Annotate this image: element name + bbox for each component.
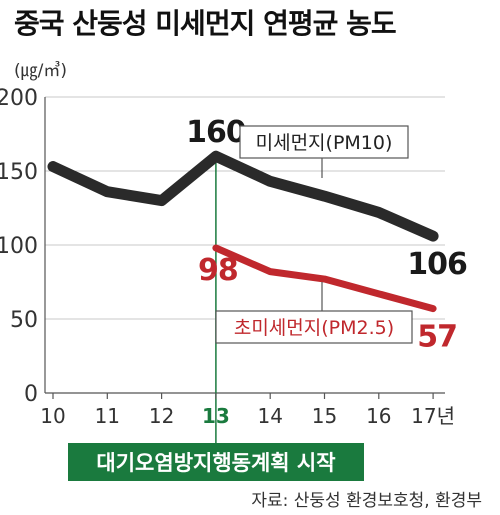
x-tick-label: 17년 bbox=[411, 404, 455, 428]
y-tick-label: 200 bbox=[0, 86, 38, 111]
x-tick-label: 15 bbox=[312, 404, 337, 428]
y-tick-label: 0 bbox=[24, 382, 38, 407]
policy-banner-text: 대기오염방지행동계획 시작 bbox=[96, 451, 335, 475]
policy-banner: 대기오염방지행동계획 시작 bbox=[68, 443, 364, 481]
legend-pm10: 미세먼지(PM10) bbox=[239, 125, 409, 178]
x-tick-label: 10 bbox=[40, 404, 65, 428]
data-label: 160 bbox=[186, 115, 246, 150]
y-tick-label: 50 bbox=[10, 308, 38, 333]
x-tick-label: 13 bbox=[202, 404, 230, 428]
data-label: 57 bbox=[417, 320, 457, 355]
x-tick-label: 12 bbox=[149, 404, 174, 428]
data-label-layer: 160 106 98 57 bbox=[186, 115, 468, 355]
legend-pm25: 초미세먼지(PM2.5) bbox=[215, 282, 413, 344]
series-layer bbox=[47, 150, 439, 313]
x-tick-label: 16 bbox=[366, 404, 391, 428]
legend-pm10-label: 미세먼지(PM10) bbox=[256, 132, 393, 154]
series-line-pm10 bbox=[47, 150, 439, 242]
grid-layer bbox=[44, 96, 445, 445]
y-tick-label: 100 bbox=[0, 234, 38, 259]
policy-banner-bg bbox=[68, 443, 364, 481]
x-tick-labels: 10 11 12 13 14 15 16 17년 bbox=[40, 404, 455, 428]
x-tick-label: 11 bbox=[95, 404, 120, 428]
x-tick-label: 14 bbox=[257, 404, 282, 428]
data-label: 106 bbox=[407, 247, 467, 282]
source-note: 자료: 산둥성 환경보호청, 환경부 bbox=[251, 491, 482, 511]
y-tick-label: 150 bbox=[0, 160, 38, 185]
legend-pm25-label: 초미세먼지(PM2.5) bbox=[234, 317, 394, 339]
y-unit-label: (㎍/㎥) bbox=[14, 61, 67, 81]
data-label: 98 bbox=[198, 253, 238, 288]
series-line-pm25 bbox=[212, 244, 437, 313]
y-tick-labels: 0 50 100 150 200 bbox=[0, 86, 38, 407]
chart-title: 중국 산둥성 미세먼지 연평균 농도 bbox=[14, 7, 396, 40]
